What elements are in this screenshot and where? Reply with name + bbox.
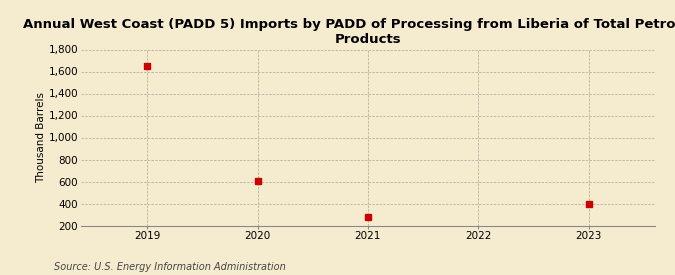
- Y-axis label: Thousand Barrels: Thousand Barrels: [36, 92, 46, 183]
- Title: Annual West Coast (PADD 5) Imports by PADD of Processing from Liberia of Total P: Annual West Coast (PADD 5) Imports by PA…: [23, 18, 675, 46]
- Text: Source: U.S. Energy Information Administration: Source: U.S. Energy Information Administ…: [54, 262, 286, 272]
